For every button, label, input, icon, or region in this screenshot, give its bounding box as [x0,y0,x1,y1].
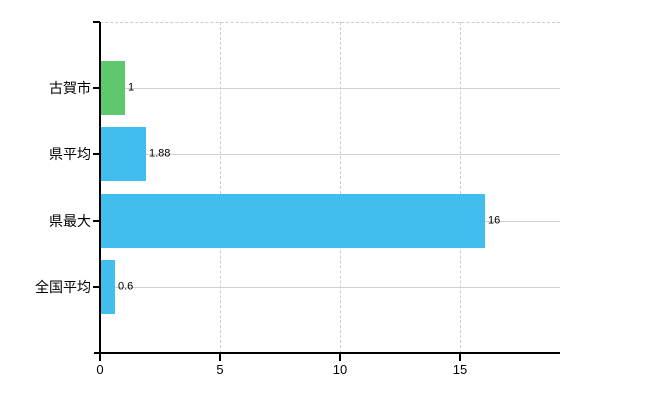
x-axis-tick [219,354,221,361]
x-tick-label: 15 [452,362,468,377]
category-gridline [100,88,560,89]
category-gridline [100,287,560,288]
x-axis-tick [99,354,101,361]
bar-value-label: 1 [128,81,135,94]
x-axis-tick [339,354,341,361]
plot-top-border [100,22,560,23]
x-tick-label: 0 [96,362,104,377]
category-gridline [100,154,560,155]
category-label: 全国平均 [35,279,91,295]
y-axis-top-tick [93,21,100,23]
bar-value-label: 0.6 [118,280,134,293]
x-axis-line [94,352,560,354]
x-tick-label: 5 [216,362,224,377]
bar-value-label: 1.88 [149,147,171,160]
bar [101,127,146,181]
x-axis-tick [459,354,461,361]
bar-value-label: 16 [488,214,501,227]
category-tick [93,87,100,89]
category-label: 県最大 [49,213,91,229]
vertical-gridline [340,22,341,353]
bar [101,61,125,115]
y-axis-line [99,22,101,353]
category-label: 古賀市 [49,80,91,96]
category-tick [93,153,100,155]
category-tick [93,220,100,222]
x-tick-label: 10 [332,362,348,377]
category-label: 県平均 [49,146,91,162]
bar [101,194,485,248]
vertical-gridline [220,22,221,353]
category-tick [93,286,100,288]
vertical-gridline [460,22,461,353]
bar [101,260,115,314]
